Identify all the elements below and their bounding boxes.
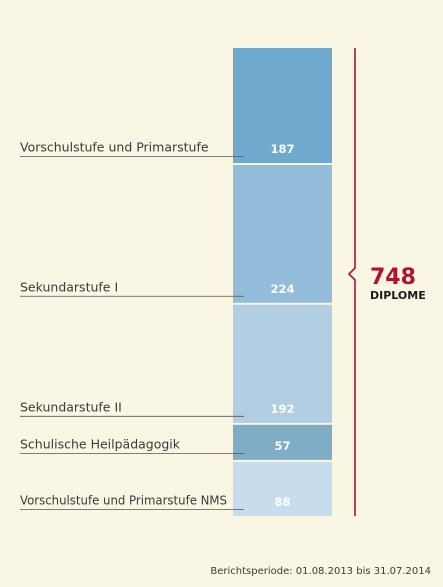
total-value: 748 <box>370 265 416 290</box>
bar-segment <box>233 48 332 163</box>
bar-segment <box>233 424 332 460</box>
bar-segment <box>233 165 332 303</box>
value-label: 57 <box>274 439 290 453</box>
category-label: Vorschulstufe und Primarstufe <box>20 140 209 155</box>
bar-segments <box>233 48 332 516</box>
footnote: Berichtsperiode: 01.08.2013 bis 31.07.20… <box>210 566 431 577</box>
category-labels: Vorschulstufe und Primarstufe Sekundarstu… <box>20 140 227 508</box>
bar-segment <box>233 461 332 516</box>
leader-lines <box>20 156 244 510</box>
total-label: DIPLOME <box>370 289 426 302</box>
total-bracket-line <box>347 48 356 516</box>
category-label: Vorschulstufe und Primarstufe NMS <box>20 493 227 508</box>
category-label: Sekundarstufe II <box>20 399 122 414</box>
value-label: 224 <box>270 282 294 296</box>
value-label: 192 <box>270 402 294 416</box>
category-label: Schulische Heilpädagogik <box>20 436 181 451</box>
value-label: 187 <box>270 142 294 156</box>
value-labels: 187 224 192 57 88 <box>270 142 294 509</box>
category-label: Sekundarstufe I <box>20 279 118 294</box>
bar-segment <box>233 304 332 423</box>
value-label: 88 <box>274 495 290 509</box>
total-bracket <box>347 48 356 516</box>
